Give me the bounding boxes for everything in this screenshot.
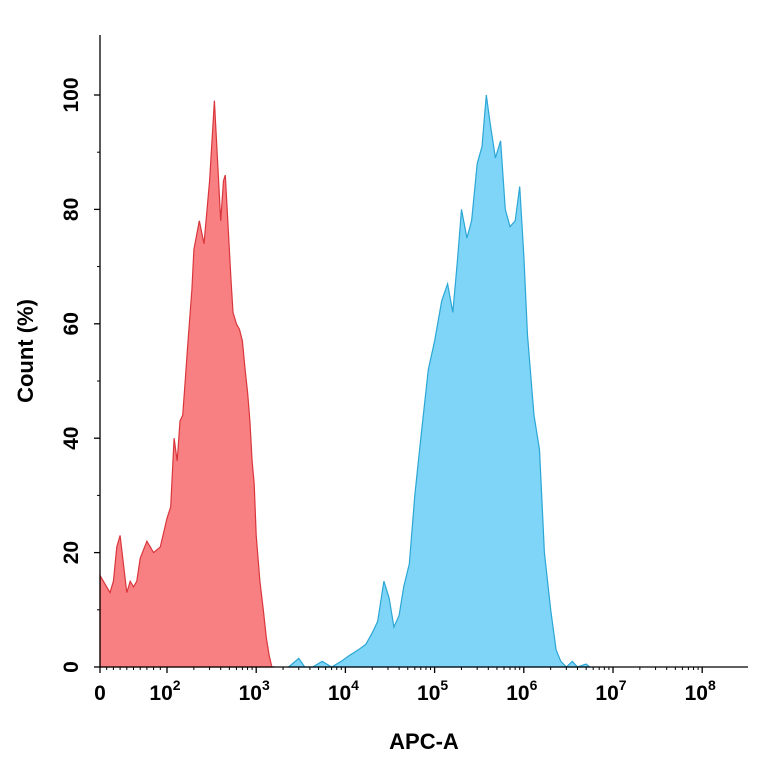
x-tick-label: 104 [328,677,359,705]
x-tick-label: 102 [149,677,180,705]
series-area-2 [286,94,592,668]
y-tick-label: 40 [60,427,83,450]
x-axis: 0 102 103 104 105 106 107 108 [94,667,716,705]
series-area-1 [99,100,275,668]
x-axis-title: APC-A [389,729,459,754]
x-tick-label: 0 [94,682,106,705]
y-tick-label: 60 [60,312,83,335]
x-tick-label: 107 [595,677,626,705]
x-tick-label: 108 [685,677,716,705]
x-tick-label: 105 [417,677,448,705]
x-tick-label: 106 [506,677,537,705]
x-tick-label: 103 [239,677,270,705]
y-axis: 0 20 40 60 80 100 [60,77,100,673]
y-tick-label: 80 [60,198,83,221]
series-layer [99,94,592,668]
y-tick-label: 100 [60,77,83,112]
y-axis-title: Count (%) [13,299,38,403]
y-tick-label: 0 [60,661,83,673]
y-tick-label: 20 [60,541,83,564]
